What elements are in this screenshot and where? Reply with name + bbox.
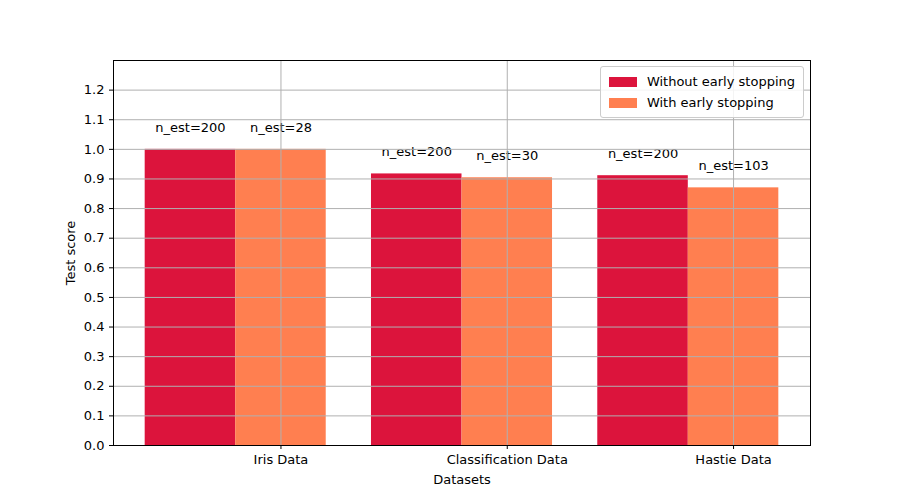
svg-text:n_est=103: n_est=103 (698, 158, 769, 173)
svg-text:0.8: 0.8 (84, 201, 105, 216)
svg-text:0.3: 0.3 (84, 349, 105, 364)
html-text:Without early stopping: Without early stopping (646, 74, 795, 89)
svg-text:0.9: 0.9 (84, 171, 105, 186)
svg-text:Hastie Data: Hastie Data (695, 452, 771, 467)
svg-text:n_est=200: n_est=200 (608, 146, 678, 161)
svg-text:n_est=30: n_est=30 (476, 147, 539, 163)
svg-text:n_est=200: n_est=200 (382, 144, 452, 159)
svg-text:Iris Data: Iris Data (254, 452, 309, 467)
svg-text:1.0: 1.0 (84, 142, 105, 157)
svg-text:1.1: 1.1 (84, 112, 105, 127)
svg-text:n_est=200: n_est=200 (155, 120, 225, 135)
svg-text:0.4: 0.4 (84, 319, 105, 334)
svg-text:0.2: 0.2 (84, 378, 105, 393)
svg-text:Datasets: Datasets (433, 472, 491, 487)
svg-text:0.7: 0.7 (84, 230, 105, 245)
svg-text:0.0: 0.0 (84, 438, 105, 453)
svg-text:0.1: 0.1 (84, 408, 105, 423)
svg-text:Classification Data: Classification Data (447, 452, 568, 467)
svg-text:0.5: 0.5 (84, 290, 105, 305)
svg-text:1.2: 1.2 (84, 82, 105, 97)
svg-text:n_est=28: n_est=28 (249, 119, 312, 135)
svg-text:0.6: 0.6 (84, 260, 105, 275)
svg-text:Test score: Test score (63, 221, 78, 287)
html-text:With early stopping: With early stopping (646, 95, 774, 110)
